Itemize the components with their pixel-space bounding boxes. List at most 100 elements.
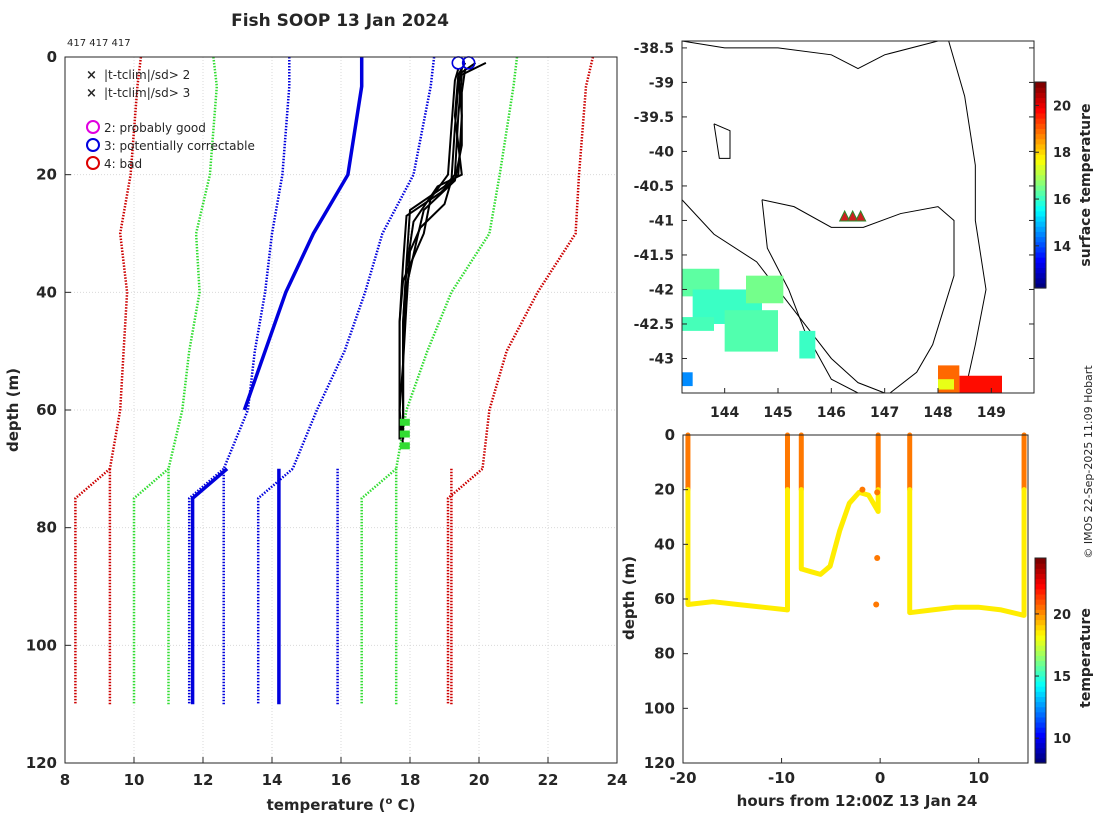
- clim-1sd-high: [291, 56, 436, 470]
- map-colorbar-segment: [1035, 205, 1046, 212]
- section-colorbar-segment: [1035, 701, 1046, 708]
- map-xtick-label: 148: [923, 405, 952, 421]
- map-colorbar-segment: [1035, 87, 1046, 93]
- section-colorbar-segment: [1035, 563, 1046, 569]
- map-colorbar-segment: [1035, 257, 1046, 263]
- legend-magenta-circle-label: 2: probably good: [104, 121, 206, 135]
- section-colorbar-segment: [1035, 604, 1046, 610]
- map-colorbar-frame: [1034, 81, 1047, 289]
- map-colorbar-segment: [1035, 128, 1046, 135]
- map-colorbar-segment: [1035, 185, 1046, 191]
- profile-xtick-label: 14: [262, 771, 283, 789]
- clim-mean: [242, 57, 364, 411]
- clim-1sd-high-tail: [256, 467, 294, 705]
- credit-text: © IMOS 22-Sep-2025 11:09 Hobart: [1082, 365, 1095, 559]
- section-xtick-label: 10: [968, 769, 989, 787]
- surface-temperature-map: [681, 40, 1002, 394]
- profile-legend: × |t-tclim|/sd> 2 × |t-tclim|/sd> 3 2: p…: [86, 68, 255, 171]
- profile-xlabel-sup: o: [385, 796, 392, 807]
- map-colorbar-tick-label: 18: [1053, 146, 1071, 161]
- map-colorbar-segment: [1035, 236, 1046, 243]
- map-ytick-label: -43: [649, 351, 674, 367]
- green-cross-marker: [399, 418, 410, 426]
- map-colorbar-segment: [1035, 169, 1046, 176]
- map-sst-patch: [799, 330, 816, 359]
- profile-cast-line: [398, 68, 467, 440]
- map-colorbar-segment: [1035, 102, 1046, 109]
- section-colorbar-segment: [1035, 670, 1046, 677]
- map-colorbar-segment: [1035, 262, 1046, 268]
- section-colorbar-frame: [1034, 557, 1047, 764]
- profile-xtick-label: 20: [469, 771, 490, 789]
- section-colorbar-segment: [1035, 752, 1046, 759]
- map-tasmania-coast: [761, 199, 955, 394]
- map-sst-patch: [682, 317, 714, 331]
- section-colorbar-segment: [1035, 665, 1046, 672]
- section-ytick-label: 20: [654, 481, 675, 499]
- section-plot: [685, 432, 1027, 618]
- map-colorbar-label: surface temperature: [1078, 103, 1094, 266]
- profile-xlabel-main: temperature (: [267, 796, 386, 814]
- green-cross-marker: [399, 442, 410, 450]
- section-colorbar-segment: [1035, 588, 1046, 595]
- map-colorbar-segment: [1035, 200, 1046, 207]
- map-colorbar-segment: [1035, 138, 1046, 145]
- map-colorbar-segment: [1035, 221, 1046, 227]
- map-colorbar-segment: [1035, 272, 1046, 279]
- section-colorbar-segment: [1035, 737, 1046, 744]
- section-ytick-label: 60: [654, 590, 675, 608]
- map-colorbar-segment: [1035, 159, 1046, 165]
- section-colorbar: 10 15 20: [1034, 557, 1071, 764]
- map-axes-frame: [681, 40, 1035, 394]
- legend-magenta-circle-icon: [86, 120, 100, 134]
- map-colorbar: 14 16 18 20: [1034, 81, 1071, 289]
- clim-3sd-high: [481, 56, 595, 469]
- map-shelf-east: [948, 40, 987, 394]
- section-cast-bottom: [909, 604, 1025, 618]
- section-xtick-label: -10: [768, 769, 795, 787]
- map-colorbar-segment: [1035, 251, 1046, 258]
- map-xtick-label: 149: [977, 405, 1006, 421]
- section-colorbar-segment: [1035, 747, 1046, 754]
- map-ytick-label: -41.5: [634, 248, 674, 264]
- map-ship-marker: [838, 209, 851, 222]
- profile-grid: [64, 56, 618, 764]
- map-xtick-label: 146: [817, 405, 846, 421]
- map-ytick-label: -42: [649, 282, 674, 298]
- map-colorbar-segment: [1035, 215, 1046, 222]
- map-colorbar-segment: [1035, 277, 1046, 284]
- map-colorbar-segment: [1035, 133, 1046, 140]
- map-ytick-label: -40.5: [634, 179, 674, 195]
- section-ytick-label: 100: [644, 699, 675, 717]
- profile-ytick-label: 120: [26, 754, 57, 772]
- profile-ytick-label: 80: [36, 519, 57, 537]
- section-colorbar-segment: [1035, 742, 1046, 749]
- section-colorbar-segment: [1035, 634, 1046, 641]
- section-ylabel: depth (m): [620, 556, 638, 640]
- section-colorbar-segment: [1035, 722, 1046, 728]
- profile-xtick-label: 10: [124, 771, 145, 789]
- map-colorbar-segment: [1035, 154, 1046, 160]
- section-colorbar-segment: [1035, 686, 1046, 692]
- map-colorbar-segment: [1035, 246, 1046, 253]
- map-sst-patch: [682, 372, 693, 387]
- profile-xtick-label: 8: [60, 771, 70, 789]
- legend-red-circle-icon: [86, 156, 100, 170]
- map-sst-patch-warm: [959, 375, 1002, 393]
- section-colorbar-segment: [1035, 619, 1046, 626]
- profile-xtick-label: 16: [331, 771, 352, 789]
- map-colorbar-segment: [1035, 195, 1046, 202]
- section-dot: [859, 486, 866, 493]
- legend-red-circle-label: 4: bad: [104, 157, 142, 171]
- section-colorbar-segment: [1035, 578, 1046, 585]
- cast-ids: 417 417 417: [67, 38, 131, 49]
- profile-xtick-label: 12: [193, 771, 214, 789]
- clim-1sd-low-tail: [187, 467, 225, 705]
- section-colorbar-tick-label: 15: [1053, 670, 1071, 685]
- section-colorbar-segment: [1035, 624, 1046, 631]
- clim-3sd-low-tail: [74, 467, 111, 705]
- legend-blue-circle-label: 3: potentially correctable: [104, 139, 255, 153]
- section-colorbar-segment: [1035, 573, 1046, 580]
- section-cast-bottom: [687, 599, 788, 613]
- profile-ticks: 8 10 12 14 16 18 20 22 24 0 20 40 60 80 100 120: [26, 48, 628, 789]
